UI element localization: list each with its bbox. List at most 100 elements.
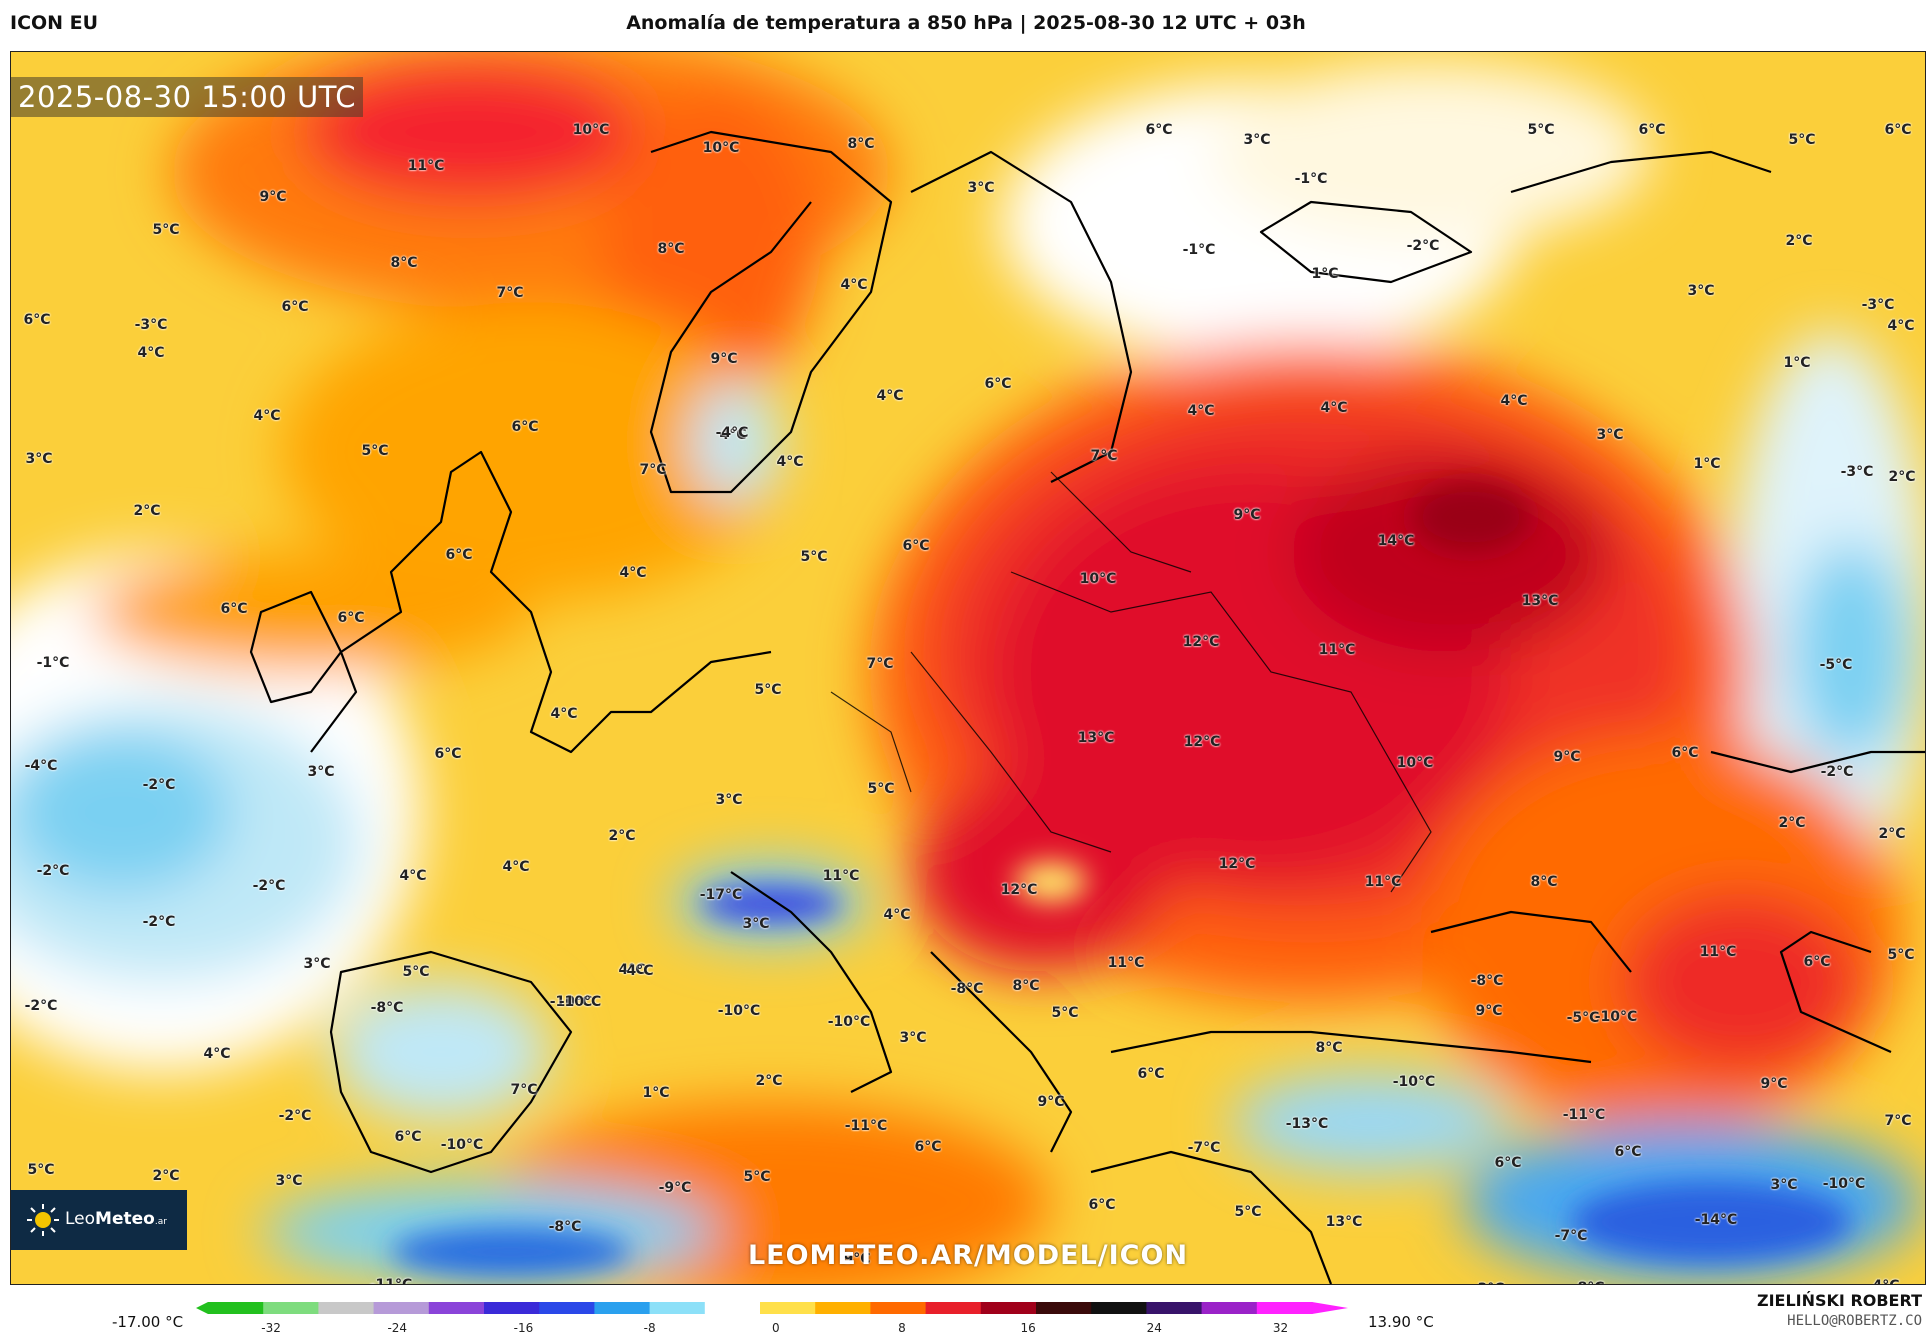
colorbar-swatch <box>318 1302 375 1314</box>
temperature-label: 2°C <box>133 503 161 519</box>
temperature-label: 6°C <box>23 312 51 328</box>
temperature-label: 9°C <box>259 189 287 205</box>
temperature-label: -10°C <box>440 1137 484 1153</box>
colorbar-tick-label: -32 <box>261 1321 281 1335</box>
temperature-label: 3°C <box>275 1173 303 1189</box>
temperature-label: 5°C <box>867 781 895 797</box>
temperature-label: 2°C <box>1778 815 1806 831</box>
temperature-label: 3°C <box>967 180 995 196</box>
temperature-label: 9°C <box>1760 1076 1788 1092</box>
colorbar-tick-label: -8 <box>644 1321 656 1335</box>
temperature-label: -10°C <box>1392 1074 1436 1090</box>
temperature-label: 8°C <box>1577 1280 1604 1284</box>
colorbar-swatch <box>208 1302 264 1314</box>
temperature-label: 11°C <box>407 158 445 174</box>
colorbar-swatch <box>539 1302 595 1314</box>
temperature-label: 2°C <box>1878 826 1906 842</box>
temperature-label: 1°C <box>1693 456 1721 472</box>
temperature-label: 10°C <box>572 122 610 138</box>
temperature-label: 9°C <box>1475 1003 1503 1019</box>
temperature-label: -2°C <box>1406 238 1440 254</box>
temperature-label: 4°C <box>626 963 654 979</box>
temperature-label: -4°C <box>715 425 749 441</box>
temperature-label: 5°C <box>1788 132 1816 148</box>
temperature-label: 13°C <box>1325 1214 1363 1230</box>
temperature-label: 2°C <box>608 828 636 844</box>
temperature-label: 4°C <box>399 868 427 884</box>
temperature-label: 1°C <box>1311 266 1339 282</box>
temperature-label: 4°C <box>550 706 578 722</box>
colorbar-swatch <box>1146 1302 1203 1314</box>
colorbar-swatch <box>760 1302 816 1314</box>
temperature-label: 4°C <box>1500 393 1528 409</box>
colorbar-tick-label: 8 <box>898 1321 906 1335</box>
temperature-label: 3°C <box>899 1030 927 1046</box>
temperature-label: 9°C <box>710 351 738 367</box>
author-credit: ZIELIŃSKI ROBERT <box>1756 1291 1922 1310</box>
temperature-label: 6°C <box>445 547 473 563</box>
temperature-label: -3°C <box>1861 297 1895 313</box>
temperature-label: 11°C <box>1699 944 1737 960</box>
colorbar-swatch <box>1091 1302 1147 1314</box>
temperature-label: 9°C <box>1037 1094 1065 1110</box>
temperature-label: 8°C <box>657 241 685 257</box>
temperature-label: 6°C <box>1137 1066 1165 1082</box>
temperature-label: 14°C <box>1377 533 1415 549</box>
temperature-label: 6°C <box>1884 122 1912 138</box>
temperature-label: 3°C <box>742 916 770 932</box>
temperature-label: 5°C <box>1051 1005 1079 1021</box>
temperature-label: 8°C <box>390 255 418 271</box>
colorbar-swatch <box>484 1302 540 1314</box>
temperature-label: -11°C <box>844 1118 888 1134</box>
temperature-label: -10°C <box>717 1003 761 1019</box>
temperature-label: 11°C <box>822 868 860 884</box>
temperature-label: -10°C <box>827 1014 871 1030</box>
temperature-label: -7°C <box>1554 1228 1588 1244</box>
temperature-label: 12°C <box>1000 882 1038 898</box>
temperature-label: -2°C <box>142 777 176 793</box>
temperature-label: 1°C <box>642 1085 670 1101</box>
temperature-label: 6°C <box>984 376 1012 392</box>
temperature-label: 1°C <box>1783 355 1811 371</box>
temperature-label: 4°C <box>1872 1278 1899 1284</box>
colorbar-scale: -32 -24 -16 -8 0 8 16 24 32 <box>196 1302 1348 1335</box>
temperature-label: 11°C <box>1318 642 1356 658</box>
temperature-label: -2°C <box>142 914 176 930</box>
model-name: ICON EU <box>10 12 99 34</box>
temperature-label: 4°C <box>719 427 747 443</box>
temperature-label: 11°C <box>1107 955 1145 971</box>
temperature-label: 8°C <box>1530 874 1558 890</box>
colorbar-swatch <box>704 1302 761 1314</box>
temperature-label: -7°C <box>1187 1140 1221 1156</box>
temperature-label: -5°C <box>1566 1010 1600 1026</box>
temperature-anomaly-map[interactable]: 2025-08-30 15:00 UTC 10°C 10°C 8°C 11°C 9°C 5… <box>10 51 1926 1285</box>
temperature-label: -2°C <box>36 863 70 879</box>
temperature-label: -3°C <box>134 317 168 333</box>
temperature-label: 5°C <box>743 1169 771 1185</box>
temperature-label: 5°C <box>1887 947 1915 963</box>
temperature-label: 4°C <box>1320 400 1348 416</box>
colorbar-swatch <box>1201 1302 1258 1314</box>
colorbar-max-label: 13.90 °C <box>1368 1313 1434 1331</box>
colorbar-swatch <box>1036 1302 1092 1314</box>
temperature-label: 3°C <box>1596 427 1624 443</box>
temperature-label: 4°C <box>137 345 165 361</box>
colorbar-tick-label: 32 <box>1273 1321 1288 1335</box>
temperature-label: -10°C <box>549 994 593 1010</box>
temperature-label: 9°C <box>1233 507 1261 523</box>
temperature-label: 5°C <box>754 682 782 698</box>
temperature-label: 5°C <box>361 443 389 459</box>
temperature-label: 12°C <box>1183 734 1221 750</box>
temperature-label: 8°C <box>847 136 875 152</box>
temperature-label: -14°C <box>1694 1212 1738 1228</box>
temperature-label: -2°C <box>24 998 58 1014</box>
temperature-label: 3°C <box>1477 1281 1504 1284</box>
colorbar-tick-label: -24 <box>387 1321 407 1335</box>
temperature-label: 6°C <box>511 419 539 435</box>
colorbar-max-arrow <box>1312 1302 1348 1314</box>
temperature-label: 9°C <box>843 1251 871 1267</box>
temperature-label: 4°C <box>618 962 646 978</box>
temperature-label: 4°C <box>619 565 647 581</box>
colorbar-swatch <box>815 1302 871 1314</box>
logo-text: LeoMeteo.ar <box>65 1209 167 1229</box>
